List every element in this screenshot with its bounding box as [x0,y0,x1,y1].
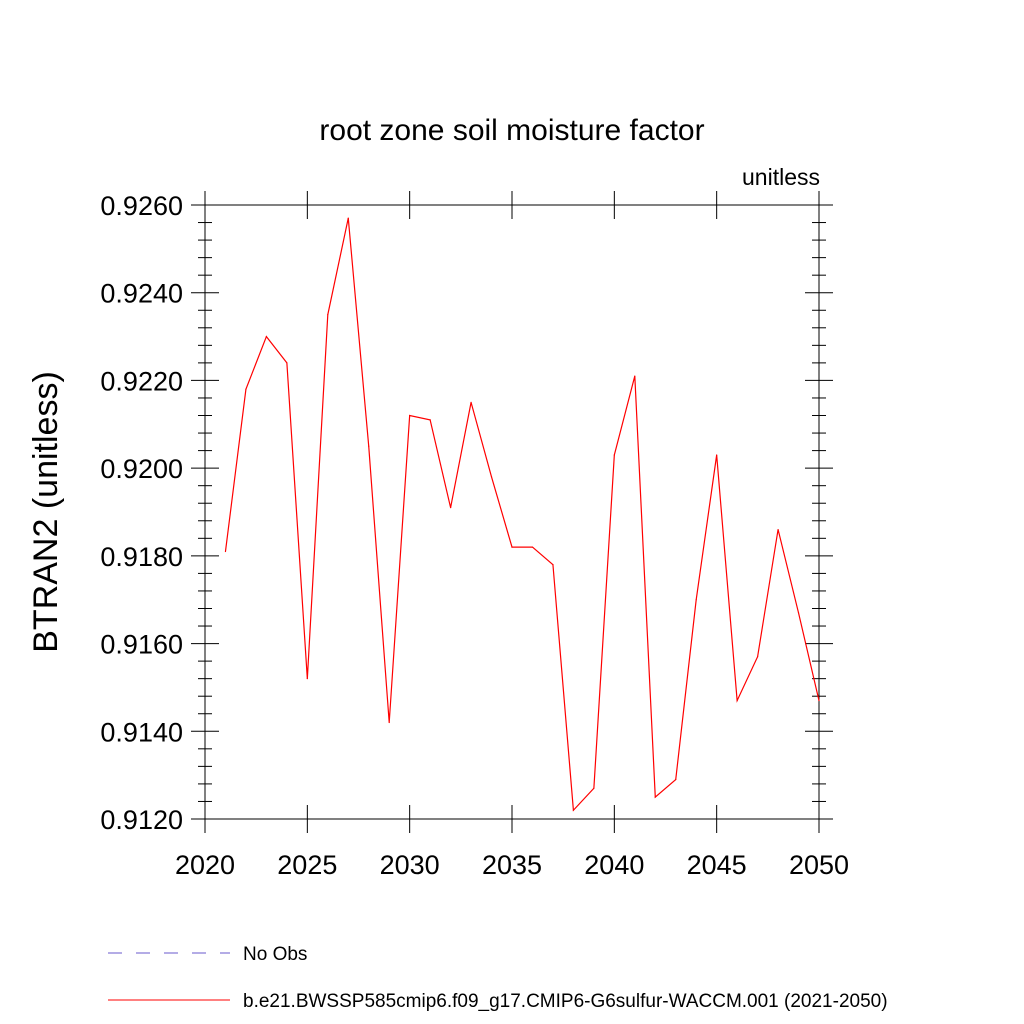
data-point [572,809,575,811]
x-tick-label: 2020 [175,850,235,880]
data-point [613,454,615,456]
data-point [552,564,554,566]
data-point [797,612,800,614]
data-point [224,550,227,553]
y-axis-label: BTRAN2 (unitless) [27,371,65,653]
data-point [245,388,247,390]
x-tick-label: 2030 [380,850,440,880]
data-point [388,721,390,724]
data-point [736,699,738,702]
x-tick-label: 2050 [789,850,849,880]
legend-label: b.e21.BWSSP585cmip6.f09_g17.CMIP6-G6sulf… [243,991,888,1012]
data-point [265,335,267,338]
data-point [450,507,452,509]
y-tick-label: 0.9140 [100,717,183,747]
data-point [470,401,472,403]
axis-ticks [191,191,833,833]
chart-title: root zone soil moisture factor [319,114,704,147]
data-point [347,217,349,219]
y-tick-label: 0.9120 [100,805,183,835]
y-tick-label: 0.9160 [100,630,183,660]
series-layer [224,217,820,812]
data-point [593,787,595,789]
y-tick-label: 0.9180 [100,542,183,572]
data-point [675,778,677,781]
x-tick-label: 2040 [584,850,644,880]
legend-label: No Obs [243,944,307,965]
data-point [716,454,718,456]
data-point [654,796,656,798]
data-point [818,699,820,702]
data-point [531,546,534,548]
y-tick-labels: 0.9120 0.9140 0.9160 0.9180 0.9200 0.9220 0.92… [100,191,183,835]
data-point [368,445,370,447]
data-point [777,528,779,531]
x-tick-labels: 2020 2025 2030 2035 2040 2045 2050 [175,850,849,880]
legend: No Obs b.e21.BWSSP585cmip6.f09_g17.CMIP6-… [108,944,888,1012]
y-tick-label: 0.9200 [100,454,183,484]
x-tick-label: 2035 [482,850,542,880]
series-line [224,218,820,812]
y-tick-label: 0.9260 [100,191,183,221]
data-point [757,656,759,658]
x-tick-label: 2025 [277,850,337,880]
data-point [511,546,513,548]
data-point [327,314,329,316]
data-point [490,476,493,478]
data-point [306,678,308,680]
data-point [409,414,411,417]
x-tick-label: 2045 [687,850,747,880]
data-point [429,419,431,421]
data-point [634,375,636,377]
data-point [286,362,288,364]
y-tick-label: 0.9220 [100,366,183,396]
units-label: unitless [742,164,820,190]
y-tick-label: 0.9240 [100,279,183,309]
data-point [695,599,697,601]
